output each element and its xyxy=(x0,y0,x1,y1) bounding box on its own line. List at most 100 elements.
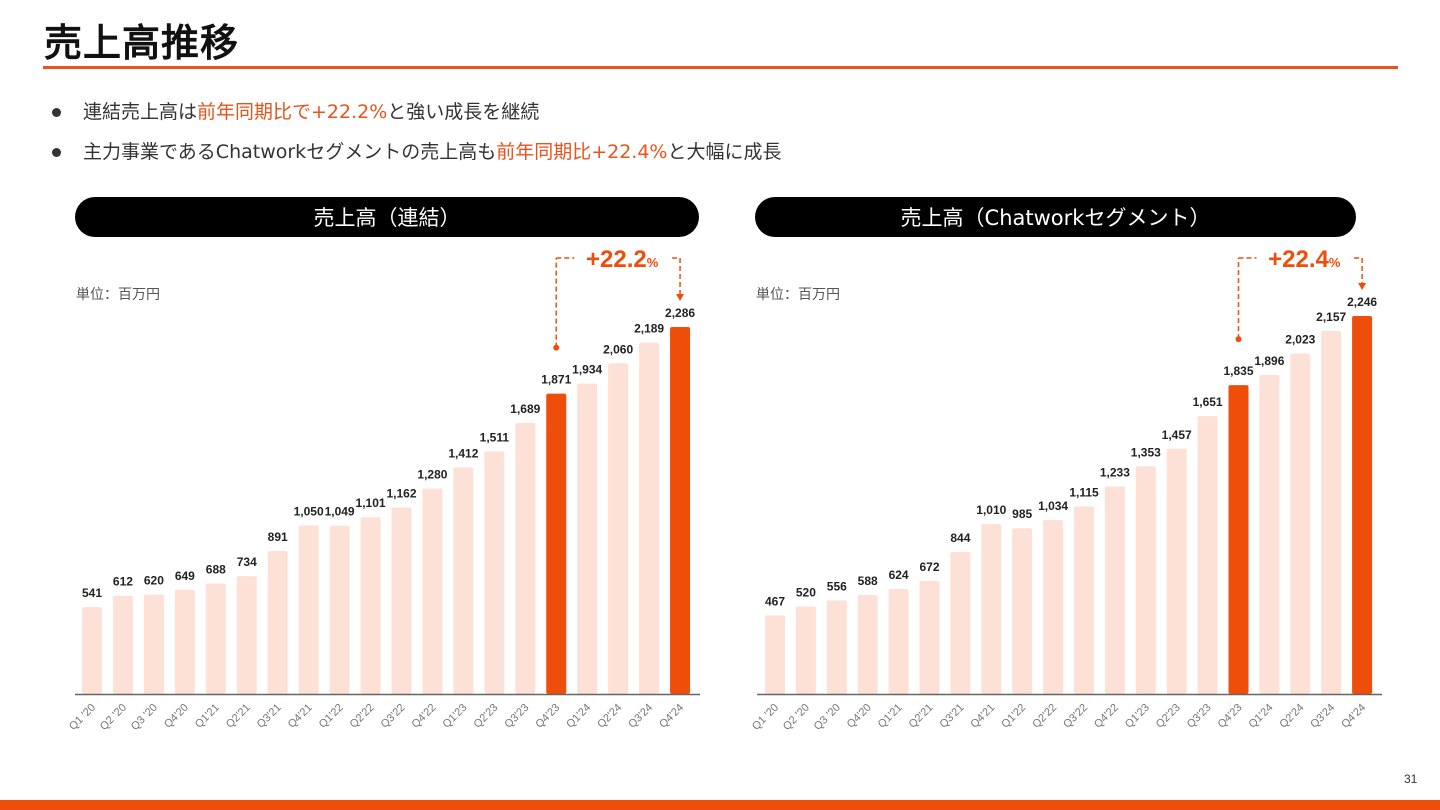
bullet-item: 連結売上高は 前年同期比で+22.2% と強い成長を継続 xyxy=(48,92,782,132)
bar xyxy=(298,525,319,694)
bar xyxy=(360,517,381,694)
annotation-start-dot-icon xyxy=(553,344,560,351)
data-label: 1,871 xyxy=(541,373,571,387)
bar xyxy=(267,550,288,694)
x-tick-label: Q3'21 xyxy=(938,702,967,731)
data-label: 1,050 xyxy=(294,504,324,518)
bullet-text-2b: と大幅に成長 xyxy=(667,141,782,163)
data-label: 2,246 xyxy=(1347,295,1377,309)
x-tick-label: Q3'22 xyxy=(1061,702,1090,731)
bar xyxy=(795,606,816,694)
x-tick-label: Q1'21 xyxy=(876,702,905,731)
data-label: 1,353 xyxy=(1131,445,1161,459)
bar xyxy=(765,615,785,694)
bar xyxy=(888,588,909,694)
x-tick-label: Q1 '20 xyxy=(750,702,781,733)
bar xyxy=(608,363,629,694)
bar xyxy=(453,467,474,694)
growth-suffix: % xyxy=(1329,255,1341,270)
bar xyxy=(174,589,195,694)
x-tick-label: Q1'22 xyxy=(999,702,1028,731)
growth-value: +22.4 xyxy=(1268,246,1329,273)
x-tick-label: Q2'24 xyxy=(1277,702,1306,731)
bullet-dot-icon xyxy=(52,107,61,117)
growth-value: +22.2 xyxy=(586,246,647,273)
x-tick-label: Q2'21 xyxy=(907,702,936,731)
x-tick-label: Q4'22 xyxy=(1092,702,1121,731)
data-label: 1,233 xyxy=(1100,465,1130,479)
bar xyxy=(1321,330,1342,694)
growth-annotation: +22.4% xyxy=(1268,246,1341,273)
bar xyxy=(981,524,1002,694)
annotation-arrow-icon xyxy=(676,294,685,301)
data-label: 1,162 xyxy=(386,486,416,500)
bar xyxy=(422,488,443,694)
x-tick-label: Q2'23 xyxy=(1154,702,1183,731)
data-label: 2,023 xyxy=(1285,333,1315,347)
growth-annotation: +22.2% xyxy=(586,246,659,273)
data-label: 1,049 xyxy=(325,505,355,519)
bar xyxy=(577,383,598,694)
data-label: 672 xyxy=(919,560,939,574)
bar xyxy=(236,576,257,694)
data-label: 556 xyxy=(827,579,847,593)
chart-chatwork-revenue: 467 Q1 '20 520 Q2 '20 556 Q3 '20 588 Q4'20 624 Q1… xyxy=(750,246,1382,733)
bar xyxy=(1290,353,1311,694)
unit-label-consolidated: 単位：百万円 xyxy=(76,287,160,303)
data-label: 1,101 xyxy=(356,496,386,510)
data-label: 688 xyxy=(206,563,226,577)
data-label: 1,896 xyxy=(1254,354,1284,368)
bullet-text-1a: 連結売上高は xyxy=(83,101,198,123)
data-label: 541 xyxy=(82,586,102,600)
data-label: 467 xyxy=(765,594,785,608)
bar xyxy=(112,595,133,694)
bar xyxy=(1197,416,1218,694)
bullet-dot-icon xyxy=(52,147,61,157)
data-label: 1,689 xyxy=(510,402,540,416)
data-label: 1,115 xyxy=(1069,485,1099,499)
data-label: 649 xyxy=(175,569,195,583)
data-label: 844 xyxy=(950,531,970,545)
data-label: 520 xyxy=(796,585,816,599)
annotation-arrow-icon xyxy=(1358,283,1367,290)
data-label: 2,189 xyxy=(634,322,664,336)
bar xyxy=(1259,374,1280,694)
bullet-text-1b: と強い成長を継続 xyxy=(387,101,540,123)
data-label: 1,511 xyxy=(480,430,510,444)
x-tick-label: Q2 '20 xyxy=(781,702,812,733)
data-label: 588 xyxy=(858,574,878,588)
x-tick-label: Q4'23 xyxy=(1216,702,1245,731)
x-tick-label: Q2'22 xyxy=(1030,702,1059,731)
data-label: 1,412 xyxy=(448,446,478,460)
data-label: 1,651 xyxy=(1193,395,1223,409)
chart-title-consolidated: 売上高（連結） xyxy=(75,197,699,237)
data-label: 2,286 xyxy=(665,306,695,320)
chart-title-chatwork: 売上高（Chatworkセグメント） xyxy=(755,197,1356,237)
bar xyxy=(639,342,660,694)
data-label: 734 xyxy=(237,555,257,569)
bar xyxy=(1043,519,1064,694)
bullet-item: 主力事業であるChatworkセグメントの売上高も 前年同期比+22.4% と大幅に… xyxy=(48,132,782,172)
bar xyxy=(1012,528,1033,694)
x-tick-label: Q1'24 xyxy=(1247,702,1276,731)
data-label: 1,934 xyxy=(572,363,602,377)
bar xyxy=(329,525,350,694)
x-tick-label: Q4'24 xyxy=(1339,702,1368,731)
footer-bar xyxy=(0,800,1440,810)
title-divider xyxy=(43,66,1398,69)
bar xyxy=(484,451,505,694)
x-tick-label: Q4'21 xyxy=(968,702,997,731)
data-label: 1,280 xyxy=(417,468,447,482)
bar xyxy=(546,393,567,694)
summary-bullets: 連結売上高は 前年同期比で+22.2% と強い成長を継続 主力事業であるChatwo… xyxy=(48,92,782,172)
bullet-highlight-1: 前年同期比で+22.2% xyxy=(197,101,388,123)
data-label: 624 xyxy=(889,568,909,582)
page-number: 31 xyxy=(1404,772,1418,786)
bar xyxy=(82,607,102,694)
bar xyxy=(143,594,164,694)
bar xyxy=(391,507,412,694)
bar xyxy=(670,327,691,694)
bullet-text-2a: 主力事業であるChatworkセグメントの売上高も xyxy=(83,141,497,163)
data-label: 891 xyxy=(268,530,288,544)
